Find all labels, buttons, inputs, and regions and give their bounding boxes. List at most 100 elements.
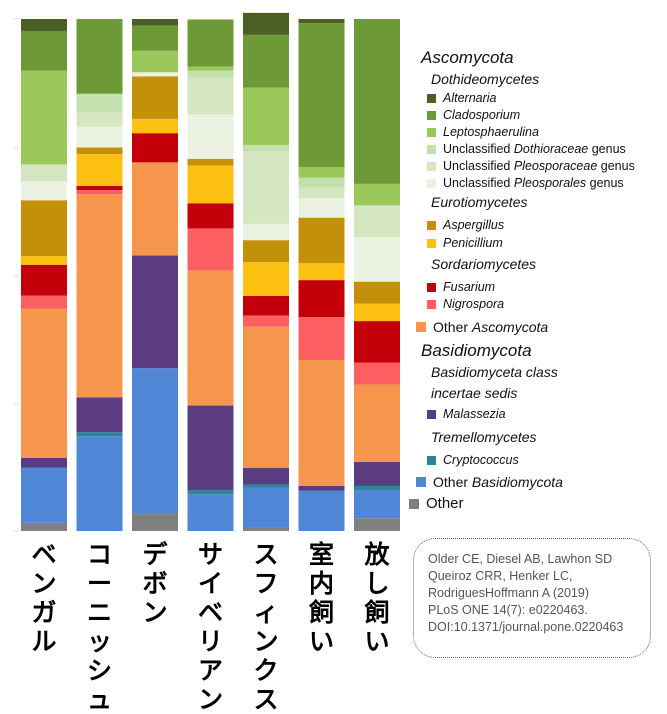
bar-segment-fusarium: [21, 264, 67, 296]
legend-label: Unclassified: [443, 142, 511, 156]
citation-line: Queiroz CRR, Henker LC,: [428, 569, 573, 583]
bar-segment-alternaria: [21, 19, 67, 32]
bar-segment-unclassified-pleosporales-genus: [187, 114, 234, 159]
bar-segment-aspergillus: [187, 158, 234, 166]
x-tick-label: デボン: [142, 540, 168, 627]
bar-segment-nigrospora: [243, 315, 289, 327]
legend-class-tremellomycetes: Tremellomycetes: [431, 429, 537, 445]
bar-segment-penicillium: [187, 165, 234, 204]
citation-line: Older CE, Diesel AB, Lawhon SD: [428, 552, 613, 566]
bar-segment-other-basidiomycota: [132, 368, 178, 514]
bar-segment-unclassified-pleosporaceae-genus: [21, 164, 67, 182]
legend-item-dothioraceae: Unclassified Dothioraceae genus: [427, 142, 626, 156]
bar-segment-penicillium: [354, 303, 400, 322]
legend-swatch: [427, 178, 436, 188]
bar-segment-cladosporium: [354, 19, 400, 184]
bar-segment-fusarium: [187, 203, 234, 229]
bar-segment-leptosphaerulina: [298, 166, 345, 178]
x-tick-label: コーニッシュ: [86, 540, 112, 714]
legend-class-basidio-line1: Basidiomyceta class: [431, 364, 558, 380]
y-axis-ticks: [14, 18, 19, 532]
legend-heading: Basidiomycota: [421, 341, 532, 360]
x-tick-label: スフィンクス: [253, 540, 279, 714]
bar-segment-other-basidiomycota: [76, 436, 123, 531]
legend-heading: Ascomycota: [421, 48, 514, 67]
bar-segment-cryptococcus: [243, 484, 289, 488]
bar-segment-unclassified-pleosporaceae-genus: [243, 151, 289, 224]
x-tick-label: 放し飼い: [364, 540, 390, 656]
bars-group: [21, 12, 400, 531]
legend-label: Other: [433, 474, 469, 490]
legend-swatch: [427, 110, 436, 120]
bar-segment-other-ascomycota: [243, 326, 289, 469]
bar-segment-unclassified-pleosporales-genus: [354, 237, 400, 282]
legend-swatch: [427, 455, 436, 465]
bar-segment-aspergillus: [354, 281, 400, 304]
legend-swatch: [416, 477, 426, 487]
legend-phylum-ascomycota: Ascomycota: [421, 48, 514, 68]
legend-class-label: Tremellomycetes: [431, 429, 537, 445]
bar-segment-aspergillus: [132, 76, 178, 119]
legend-label: Leptosphaerulina: [443, 125, 539, 139]
bar-segment-other: [21, 522, 67, 531]
bar-segment-penicillium: [132, 118, 178, 134]
bar-segment-other-basidiomycota: [298, 490, 345, 531]
bar-segment-cryptococcus: [187, 490, 234, 495]
bar-segment-nigrospora: [21, 295, 67, 309]
bar-segment-alternaria: [298, 19, 345, 24]
legend-label-suffix: genus: [591, 142, 626, 156]
bar-segment-unclassified-pleosporaceae-genus: [354, 205, 400, 238]
legend-swatch: [427, 220, 436, 230]
bar-segment-malassezia: [298, 485, 345, 491]
legend-item-alternaria: Alternaria: [427, 91, 497, 105]
legend-class-basidio-line2: incertae sedis: [431, 385, 517, 401]
bar-segment-unclassified-dothioraceae-genus: [187, 70, 234, 78]
legend-label-taxon: Ascomycota: [471, 319, 549, 335]
bar-segment-other-ascomycota: [132, 162, 178, 256]
bar-segment-fusarium: [298, 280, 345, 317]
legend-swatch: [427, 282, 436, 292]
bar-segment-other-ascomycota: [187, 270, 234, 406]
legend-item-leptosphaerulina: Leptosphaerulina: [427, 125, 539, 139]
legend-label: Other: [426, 495, 464, 512]
bar-segment-penicillium: [243, 262, 289, 296]
bar-segment-cryptococcus: [354, 485, 400, 491]
bar-segment-malassezia: [187, 405, 234, 491]
bar-segment-leptosphaerulina: [132, 50, 178, 73]
legend-swatch: [427, 238, 436, 248]
legend-swatch: [416, 322, 426, 332]
legend-class-label: incertae sedis: [431, 385, 518, 401]
bar-segment-other-ascomycota: [76, 194, 123, 398]
bar-segment-aspergillus: [76, 147, 123, 155]
bar-segment-fusarium: [132, 133, 178, 163]
bar-segment-nigrospora: [354, 362, 400, 385]
bar-segment-other-ascomycota: [21, 308, 67, 458]
legend-item-cladosporium: Cladosporium: [427, 108, 520, 122]
bar-segment-leptosphaerulina: [187, 66, 234, 71]
bar-segment-other-basidiomycota: [354, 490, 400, 519]
bar-segment-unclassified-pleosporales-genus: [132, 72, 178, 77]
bar-segment-malassezia: [354, 461, 400, 486]
citation-box: Older CE, Diesel AB, Lawhon SD Queiroz C…: [413, 538, 651, 658]
bar-segment-nigrospora: [298, 316, 345, 360]
bar-segment-alternaria: [132, 19, 178, 26]
legend-label-suffix: genus: [589, 176, 624, 190]
legend-label: Cladosporium: [443, 108, 521, 122]
bar-segment-unclassified-pleosporaceae-genus: [76, 112, 123, 127]
legend-swatch: [427, 409, 436, 419]
bar-segment-fusarium: [76, 185, 123, 191]
legend-swatch: [427, 93, 436, 103]
x-tick-label: ベンガル: [31, 540, 57, 656]
bar-segment-unclassified-pleosporales-genus: [21, 181, 67, 201]
bar-segment-cladosporium: [298, 23, 345, 167]
legend-item-cryptococcus: Cryptococcus: [427, 453, 519, 467]
bar-segment-fusarium: [354, 321, 400, 363]
bar-segment-unclassified-dothioraceae-genus: [243, 144, 289, 152]
bar-segment-leptosphaerulina: [21, 70, 67, 165]
bar-segment-other-basidiomycota: [21, 467, 67, 523]
bar-segment-cladosporium: [76, 19, 123, 94]
legend-swatch: [427, 161, 436, 171]
bar-segment-aspergillus: [243, 240, 289, 263]
bar-segment-cladosporium: [132, 25, 178, 51]
